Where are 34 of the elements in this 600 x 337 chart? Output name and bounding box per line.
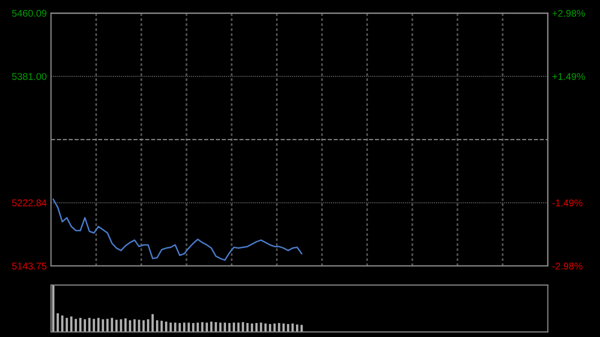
bar — [192, 323, 194, 332]
y-tick-label: 5222.84 — [12, 199, 47, 206]
y2-tick-label: -2.98% — [552, 262, 582, 270]
bar — [196, 322, 199, 332]
bar — [188, 322, 190, 332]
bar — [56, 313, 59, 332]
bar — [219, 322, 222, 332]
bar — [214, 322, 217, 332]
bar — [66, 318, 68, 332]
bar — [160, 320, 163, 332]
bar — [61, 316, 64, 332]
bar — [174, 322, 176, 332]
bar — [70, 316, 72, 332]
bar — [178, 323, 181, 332]
line-series — [52, 198, 302, 261]
bar — [170, 322, 172, 332]
bar — [300, 324, 303, 332]
bar — [206, 322, 208, 332]
y-tick-label: 5460.09 — [12, 10, 46, 17]
bar — [201, 322, 204, 332]
bar — [74, 318, 77, 332]
bar — [84, 319, 86, 332]
bar — [156, 320, 158, 332]
y-tick-label: 5143.75 — [12, 262, 46, 270]
y2-tick-label: +2.98% — [552, 10, 585, 17]
bar — [210, 322, 212, 332]
y-tick-label: 5381.00 — [12, 73, 46, 80]
y2-tick-label: -1.49% — [552, 199, 582, 206]
bar — [183, 322, 186, 332]
bar — [165, 322, 168, 332]
bar — [79, 318, 82, 332]
bar — [296, 324, 298, 332]
y2-tick-label: +1.49% — [552, 73, 585, 80]
bar — [291, 324, 294, 332]
